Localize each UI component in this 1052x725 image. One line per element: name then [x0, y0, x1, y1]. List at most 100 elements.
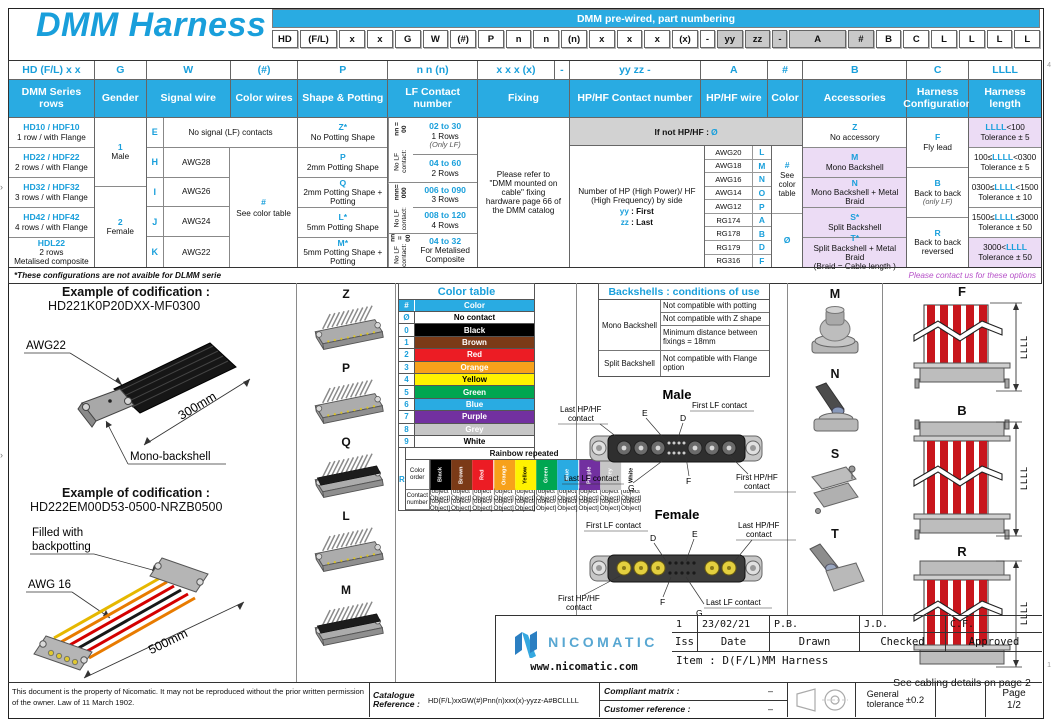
col-accessories-header: Accessories — [803, 80, 907, 118]
example2-fill-label2: backpotting — [32, 541, 91, 553]
hphf-wire-name: RG316 — [705, 254, 753, 268]
col-hphf-wire-header: HP/HF wire — [700, 80, 768, 117]
shape-gallery: Z P Q L — [299, 287, 393, 651]
accessory-row: M Mono Backshell — [803, 148, 907, 178]
color-table-header: # Color — [399, 300, 534, 312]
lf-group-1: No LF contact: nn = 00 02 to 30 1 Rows (… — [388, 118, 478, 183]
empty-cell — [936, 683, 986, 717]
male-last-hphf-label: Last HP/HF — [560, 405, 601, 414]
color-row: 2 Red — [399, 349, 534, 362]
hphf-none-note: If not HP/HF : Ø — [569, 118, 803, 146]
col-fixing-code: x x x (x) — [478, 61, 555, 79]
lf-range: 006 to 090 — [424, 184, 466, 195]
length-row: 1500≤LLLL≤3000 Tolerance ± 50 — [969, 208, 1041, 238]
rainbow-section: R Rainbow repeated Color order Black Brow… — [399, 448, 643, 513]
color-code: 4 — [399, 373, 415, 386]
hphf-wire-row: RG178 B — [704, 227, 771, 241]
hphf-none-symbol: Ø — [710, 126, 718, 137]
color-table-title: Color table — [399, 284, 534, 300]
part-number-box: (x) — [672, 30, 698, 48]
fixing-text: Please refer to "DMM mounted on cable" f… — [485, 169, 561, 216]
signal-value: AWG24 — [163, 207, 230, 238]
brand-block: NICOMATIC www.nicomatic.com — [495, 615, 672, 682]
shape-gallery-label: L — [342, 509, 350, 523]
gender-female-code: 2 — [117, 216, 123, 227]
hphf-wire-name: AWG12 — [705, 200, 753, 213]
color-row: 6 Blue — [399, 398, 534, 412]
part-number-box: x — [616, 30, 643, 48]
hphf-wire-letter: P — [759, 201, 765, 212]
config-note: (only LF) — [922, 196, 953, 206]
length-row: 3000<LLLL Tolerance ± 50 — [969, 238, 1041, 267]
website-link[interactable]: www.nicomatic.com — [530, 660, 638, 673]
part-number-box: L — [1014, 30, 1041, 48]
ordering-table-columns: HD (F/L) x x DMM Series rows HD10 / HDF1… — [9, 61, 1041, 271]
rainbow-contact-number: [object Object] — [429, 498, 451, 513]
color-code: 5 — [399, 386, 415, 398]
part-number-box: W — [422, 30, 449, 48]
back-to-back-illustration: LLLL — [913, 419, 1029, 540]
accessory-label: N — [830, 367, 840, 381]
color-row: 1 Brown — [399, 336, 534, 350]
series-desc: 2 rows / with Flange — [15, 162, 88, 172]
config-row: F Fly lead — [907, 118, 969, 168]
hphf-color-rg: Ø — [772, 214, 803, 267]
signal-color-headers: Signal wire Color wires — [146, 80, 298, 118]
series-desc: 2 rows Metalised composite — [14, 248, 89, 267]
hphf-codes: yy zz - A # — [569, 61, 803, 80]
rainbow-contact-number: [object Object] — [514, 498, 536, 513]
color-name: Green — [415, 386, 534, 398]
col-fixing-dash: - — [560, 64, 564, 76]
projection-symbol-icon — [788, 683, 856, 717]
signal-value: AWG28 — [163, 147, 230, 178]
signal-letter: H — [146, 147, 164, 178]
col-length-header: Harness length — [969, 80, 1041, 118]
male-last-lf-label: Last LF contact — [564, 474, 619, 483]
male-first-hphf-label: First HP/HF — [736, 473, 778, 482]
col-gender-code: G — [94, 61, 146, 80]
hphf-none-text: If not HP/HF : — [654, 126, 709, 137]
col-accessories-code: B — [803, 61, 907, 80]
series-row: HD32 / HDF32 3 rows / with Flange — [9, 178, 94, 208]
catalogue-reference: Catalogue Reference : HD(F/L)xxGW(#)Pnn(… — [370, 683, 600, 717]
part-number-box: n — [505, 30, 532, 48]
color-wires-symbol: # — [261, 196, 266, 207]
color-code: 7 — [399, 411, 415, 423]
lf-side-note: No LF contact: nnn= 000 — [388, 182, 414, 234]
tolerance-value: ±0.2 — [905, 694, 925, 706]
series-code: HD22 / HDF22 — [23, 152, 80, 163]
color-name: Red — [415, 349, 534, 361]
shape-gallery-label: P — [341, 361, 350, 375]
rainbow-contact-number: [object Object] — [599, 498, 621, 513]
length-rows: LLLL<100 Tolerance ± 5 100≤LLLL<0300 Tol… — [969, 118, 1041, 267]
connector-shape-illustration — [302, 375, 390, 429]
hphf-wire-row: RG174 A — [704, 213, 771, 228]
lf-range: 04 to 32 — [429, 235, 462, 246]
hphf-color-cells: # See color table Ø — [771, 146, 803, 267]
examples-panel: Example of codification : HD221K0P20DXX-… — [10, 285, 294, 680]
accessory-gallery: M N S T — [792, 287, 878, 599]
view-b-label: B — [957, 403, 967, 418]
accessory-desc: Mono Backshell + Metal Braid — [811, 188, 899, 207]
female-last-hphf-label2: contact — [746, 530, 773, 539]
lf-desc: 1 Rows — [431, 131, 459, 141]
example1-title: Example of codification : — [62, 285, 210, 299]
split-backshell-label: Split Backshell — [599, 351, 661, 376]
color-wires-cell: # See color table — [230, 148, 298, 267]
accessory-row: Z No accessory — [803, 118, 907, 148]
signal-value: AWG26 — [163, 177, 230, 208]
shape-desc: No Potting Shape — [310, 132, 375, 142]
signal-letter: E — [146, 118, 164, 148]
color-rows: Ø No contact 0 Black 1 Brown 2 Red — [399, 312, 534, 449]
color-code: 6 — [399, 398, 415, 411]
example2-illustration: Filled with backpotting AWG 16 — [26, 527, 245, 679]
color-row: 8 Grey — [399, 423, 534, 436]
part-number-box: (n) — [561, 30, 587, 48]
accessory-label: M — [829, 287, 841, 301]
tolerance-label: General tolerance — [866, 689, 904, 709]
rainbow-contact-number: [object Object] — [599, 488, 621, 503]
male-g-label: G — [628, 483, 635, 493]
divider — [296, 283, 297, 682]
rainbow-color: Orange — [493, 460, 515, 491]
customer-reference-value: – — [767, 703, 773, 714]
